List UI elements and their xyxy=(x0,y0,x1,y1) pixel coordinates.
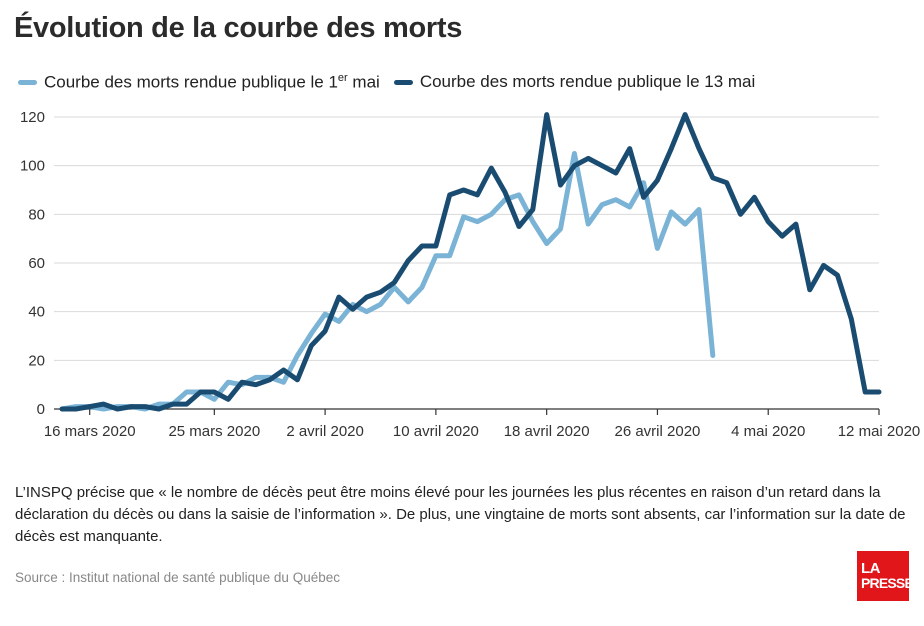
y-tick-label: 0 xyxy=(37,401,45,418)
x-tick-label: 12 mai 2020 xyxy=(838,423,921,440)
legend-swatch-series2 xyxy=(393,79,413,85)
legend-swatch-series1 xyxy=(18,79,37,85)
x-tick-label: 26 avril 2020 xyxy=(614,423,700,440)
la-presse-logo: LA PRESSE xyxy=(857,551,914,601)
x-tick-label: 10 avril 2020 xyxy=(393,423,479,440)
chart-note: L’INSPQ précise que « le nombre de décès… xyxy=(15,484,906,545)
x-tick-label: 16 mars 2020 xyxy=(44,423,136,440)
legend: Courbe des morts rendue publique le 1er … xyxy=(18,72,769,93)
x-tick-label: 18 avril 2020 xyxy=(504,423,590,440)
y-tick-label: 100 xyxy=(20,158,45,175)
y-tick-label: 120 xyxy=(20,109,45,126)
y-tick-label: 60 xyxy=(28,255,45,272)
legend-label-series2: Courbe des morts rendue publique le 13 m… xyxy=(419,72,756,92)
chart-title: Évolution de la courbe des morts xyxy=(14,12,463,44)
legend-label-series1: Courbe des morts rendue publique le 1er … xyxy=(44,72,380,92)
line-chart: 0 20 40 60 80 100 120 16 mars 2020 25 mars 2020 2… xyxy=(20,109,921,440)
legend-item-series1: Courbe des morts rendue publique le 1er … xyxy=(18,72,380,93)
series-line-2 xyxy=(59,112,882,412)
y-tick-label: 20 xyxy=(28,352,45,369)
source-text: Source : Institut national de santé publ… xyxy=(15,570,340,585)
legend-item-series2: Courbe des morts rendue publique le 13 m… xyxy=(393,72,756,92)
x-tick-label: 25 mars 2020 xyxy=(168,423,260,440)
x-tick-label: 2 avril 2020 xyxy=(286,423,364,440)
y-tick-label: 80 xyxy=(28,206,45,223)
series-line-1 xyxy=(59,151,716,412)
y-tick-label: 40 xyxy=(28,304,45,321)
x-tick-label: 4 mai 2020 xyxy=(731,423,805,440)
